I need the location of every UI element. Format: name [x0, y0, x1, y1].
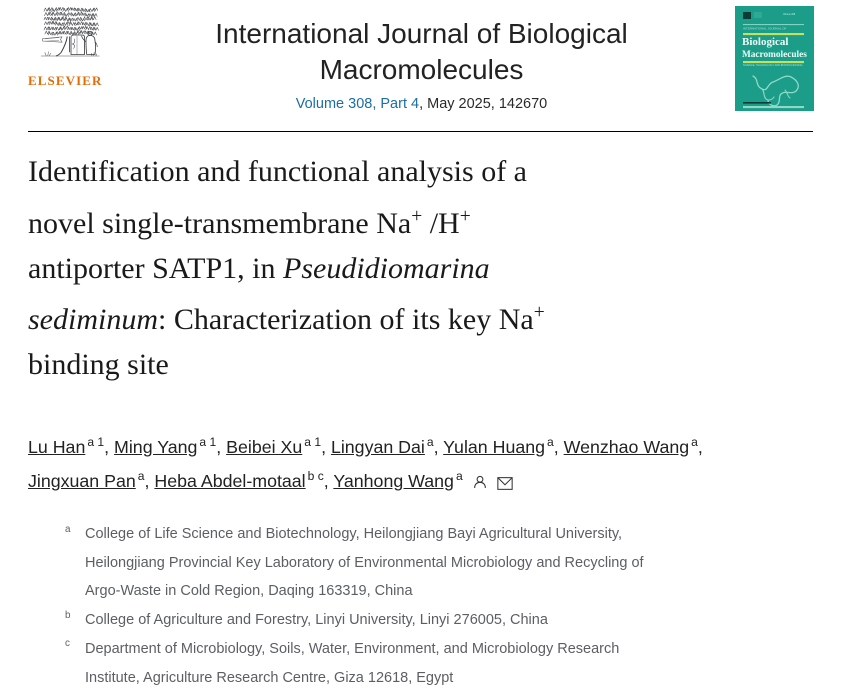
svg-text:Volume 308: Volume 308 — [783, 14, 796, 16]
svg-text:SCIENCE, TECHNOLOGY AND BIOPRO: SCIENCE, TECHNOLOGY AND BIOPROCESSING — [743, 63, 803, 67]
svg-text:Macromolecules: Macromolecules — [742, 50, 807, 60]
svg-text:Biological: Biological — [742, 36, 788, 48]
svg-text:INTERNATIONAL JOURNAL OF: INTERNATIONAL JOURNAL OF — [743, 27, 787, 31]
